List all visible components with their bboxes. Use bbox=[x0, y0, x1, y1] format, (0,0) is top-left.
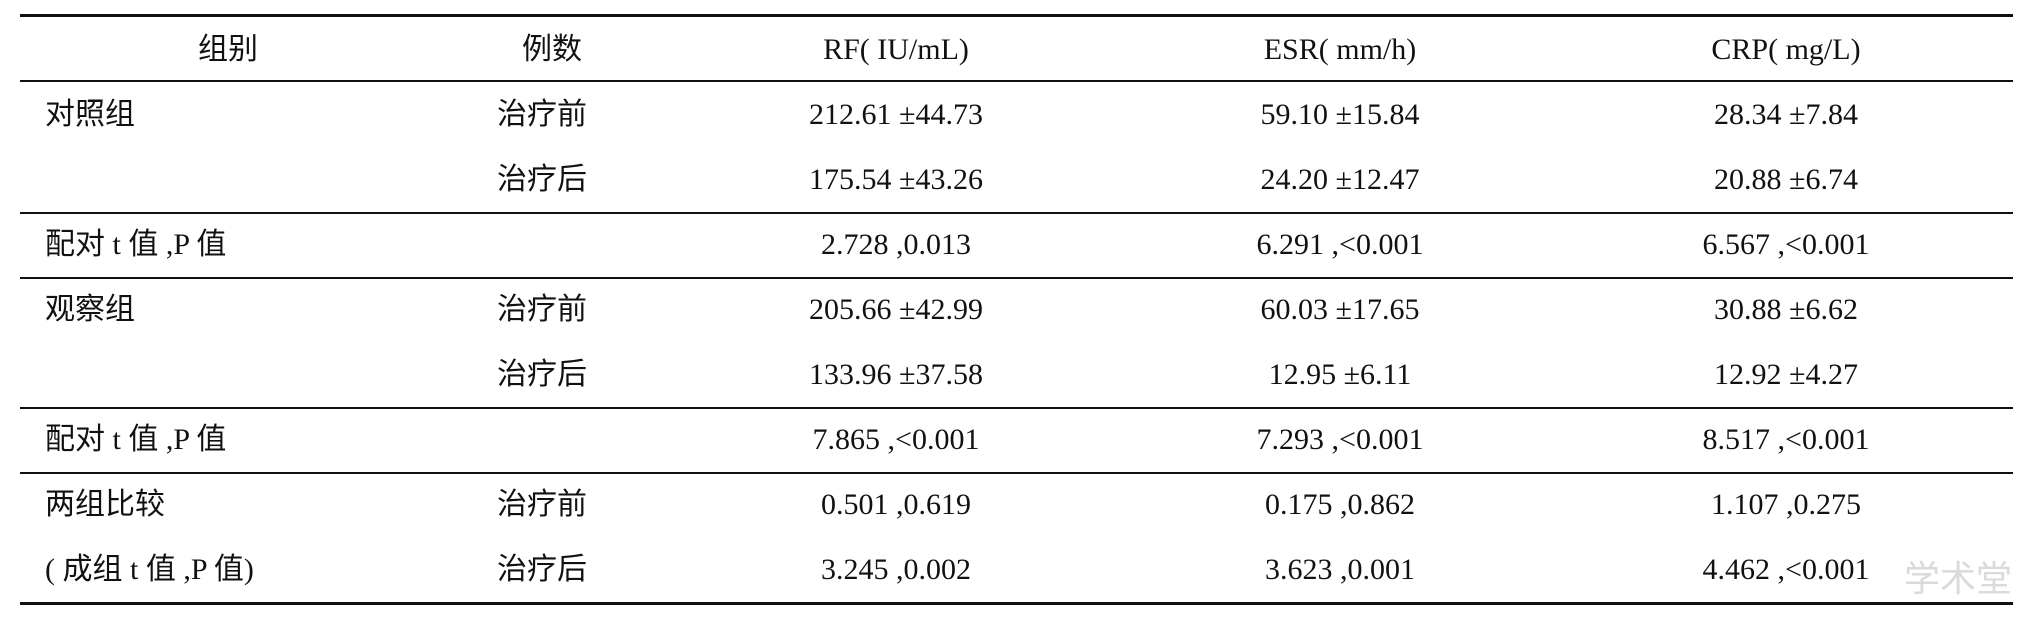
table-cell: 7.293 ,<0.001 bbox=[1256, 423, 1424, 456]
table-cell: 4.462 ,<0.001 bbox=[1702, 553, 1870, 586]
table-cell: 治疗后 bbox=[497, 358, 587, 391]
table-cell: 2.728 ,0.013 bbox=[821, 228, 971, 261]
table-cell: 配对 t 值 ,P 值 bbox=[45, 423, 227, 456]
table-cell: 7.865 ,<0.001 bbox=[812, 423, 980, 456]
row-rule bbox=[20, 407, 2013, 409]
table-cell: 3.623 ,0.001 bbox=[1265, 553, 1415, 586]
table-cell: 12.95 ±6.11 bbox=[1268, 358, 1412, 391]
header-cell: ESR( mm/h) bbox=[1263, 33, 1417, 66]
top-rule bbox=[20, 14, 2013, 17]
bottom-rule bbox=[20, 602, 2013, 605]
table-cell: 观察组 bbox=[45, 293, 135, 326]
table-cell: 治疗前 bbox=[497, 98, 587, 131]
header-cell: RF( IU/mL) bbox=[823, 33, 969, 66]
header-cell: CRP( mg/L) bbox=[1711, 33, 1861, 66]
table-cell: 3.245 ,0.002 bbox=[821, 553, 971, 586]
table-cell: 两组比较 bbox=[45, 488, 165, 521]
table-cell: 212.61 ±44.73 bbox=[809, 98, 983, 131]
watermark: 学术堂 bbox=[1903, 559, 2012, 600]
table-cell: 24.20 ±12.47 bbox=[1260, 163, 1420, 196]
row-rule bbox=[20, 212, 2013, 214]
table-cell: 6.567 ,<0.001 bbox=[1702, 228, 1870, 261]
table-cell: 6.291 ,<0.001 bbox=[1256, 228, 1424, 261]
table-cell: 治疗后 bbox=[497, 163, 587, 196]
table-cell: 28.34 ±7.84 bbox=[1714, 98, 1858, 131]
header-cell: 组别 bbox=[198, 33, 258, 66]
table-cell: 133.96 ±37.58 bbox=[809, 358, 983, 391]
table-cell: 30.88 ±6.62 bbox=[1714, 293, 1858, 326]
table-cell: 治疗前 bbox=[497, 488, 587, 521]
table-cell: 59.10 ±15.84 bbox=[1260, 98, 1420, 131]
table-cell: 1.107 ,0.275 bbox=[1711, 488, 1861, 521]
table-cell: 治疗后 bbox=[497, 553, 587, 586]
table-cell: 对照组 bbox=[45, 98, 135, 131]
row-rule bbox=[20, 277, 2013, 279]
table-cell: 0.175 ,0.862 bbox=[1265, 488, 1415, 521]
table-cell: 0.501 ,0.619 bbox=[821, 488, 971, 521]
row-rule bbox=[20, 472, 2013, 474]
table-cell: 12.92 ±4.27 bbox=[1714, 358, 1858, 391]
table-cell: 20.88 ±6.74 bbox=[1714, 163, 1858, 196]
table-cell: 60.03 ±17.65 bbox=[1260, 293, 1420, 326]
table-cell: 配对 t 值 ,P 值 bbox=[45, 228, 227, 261]
table-cell: 治疗前 bbox=[497, 293, 587, 326]
table-cell: 205.66 ±42.99 bbox=[809, 293, 983, 326]
table-cell: 8.517 ,<0.001 bbox=[1702, 423, 1870, 456]
header-rule bbox=[20, 80, 2013, 82]
table-cell: ( 成组 t 值 ,P 值) bbox=[45, 553, 254, 586]
header-cell: 例数 bbox=[522, 33, 582, 66]
table-cell: 175.54 ±43.26 bbox=[809, 163, 983, 196]
